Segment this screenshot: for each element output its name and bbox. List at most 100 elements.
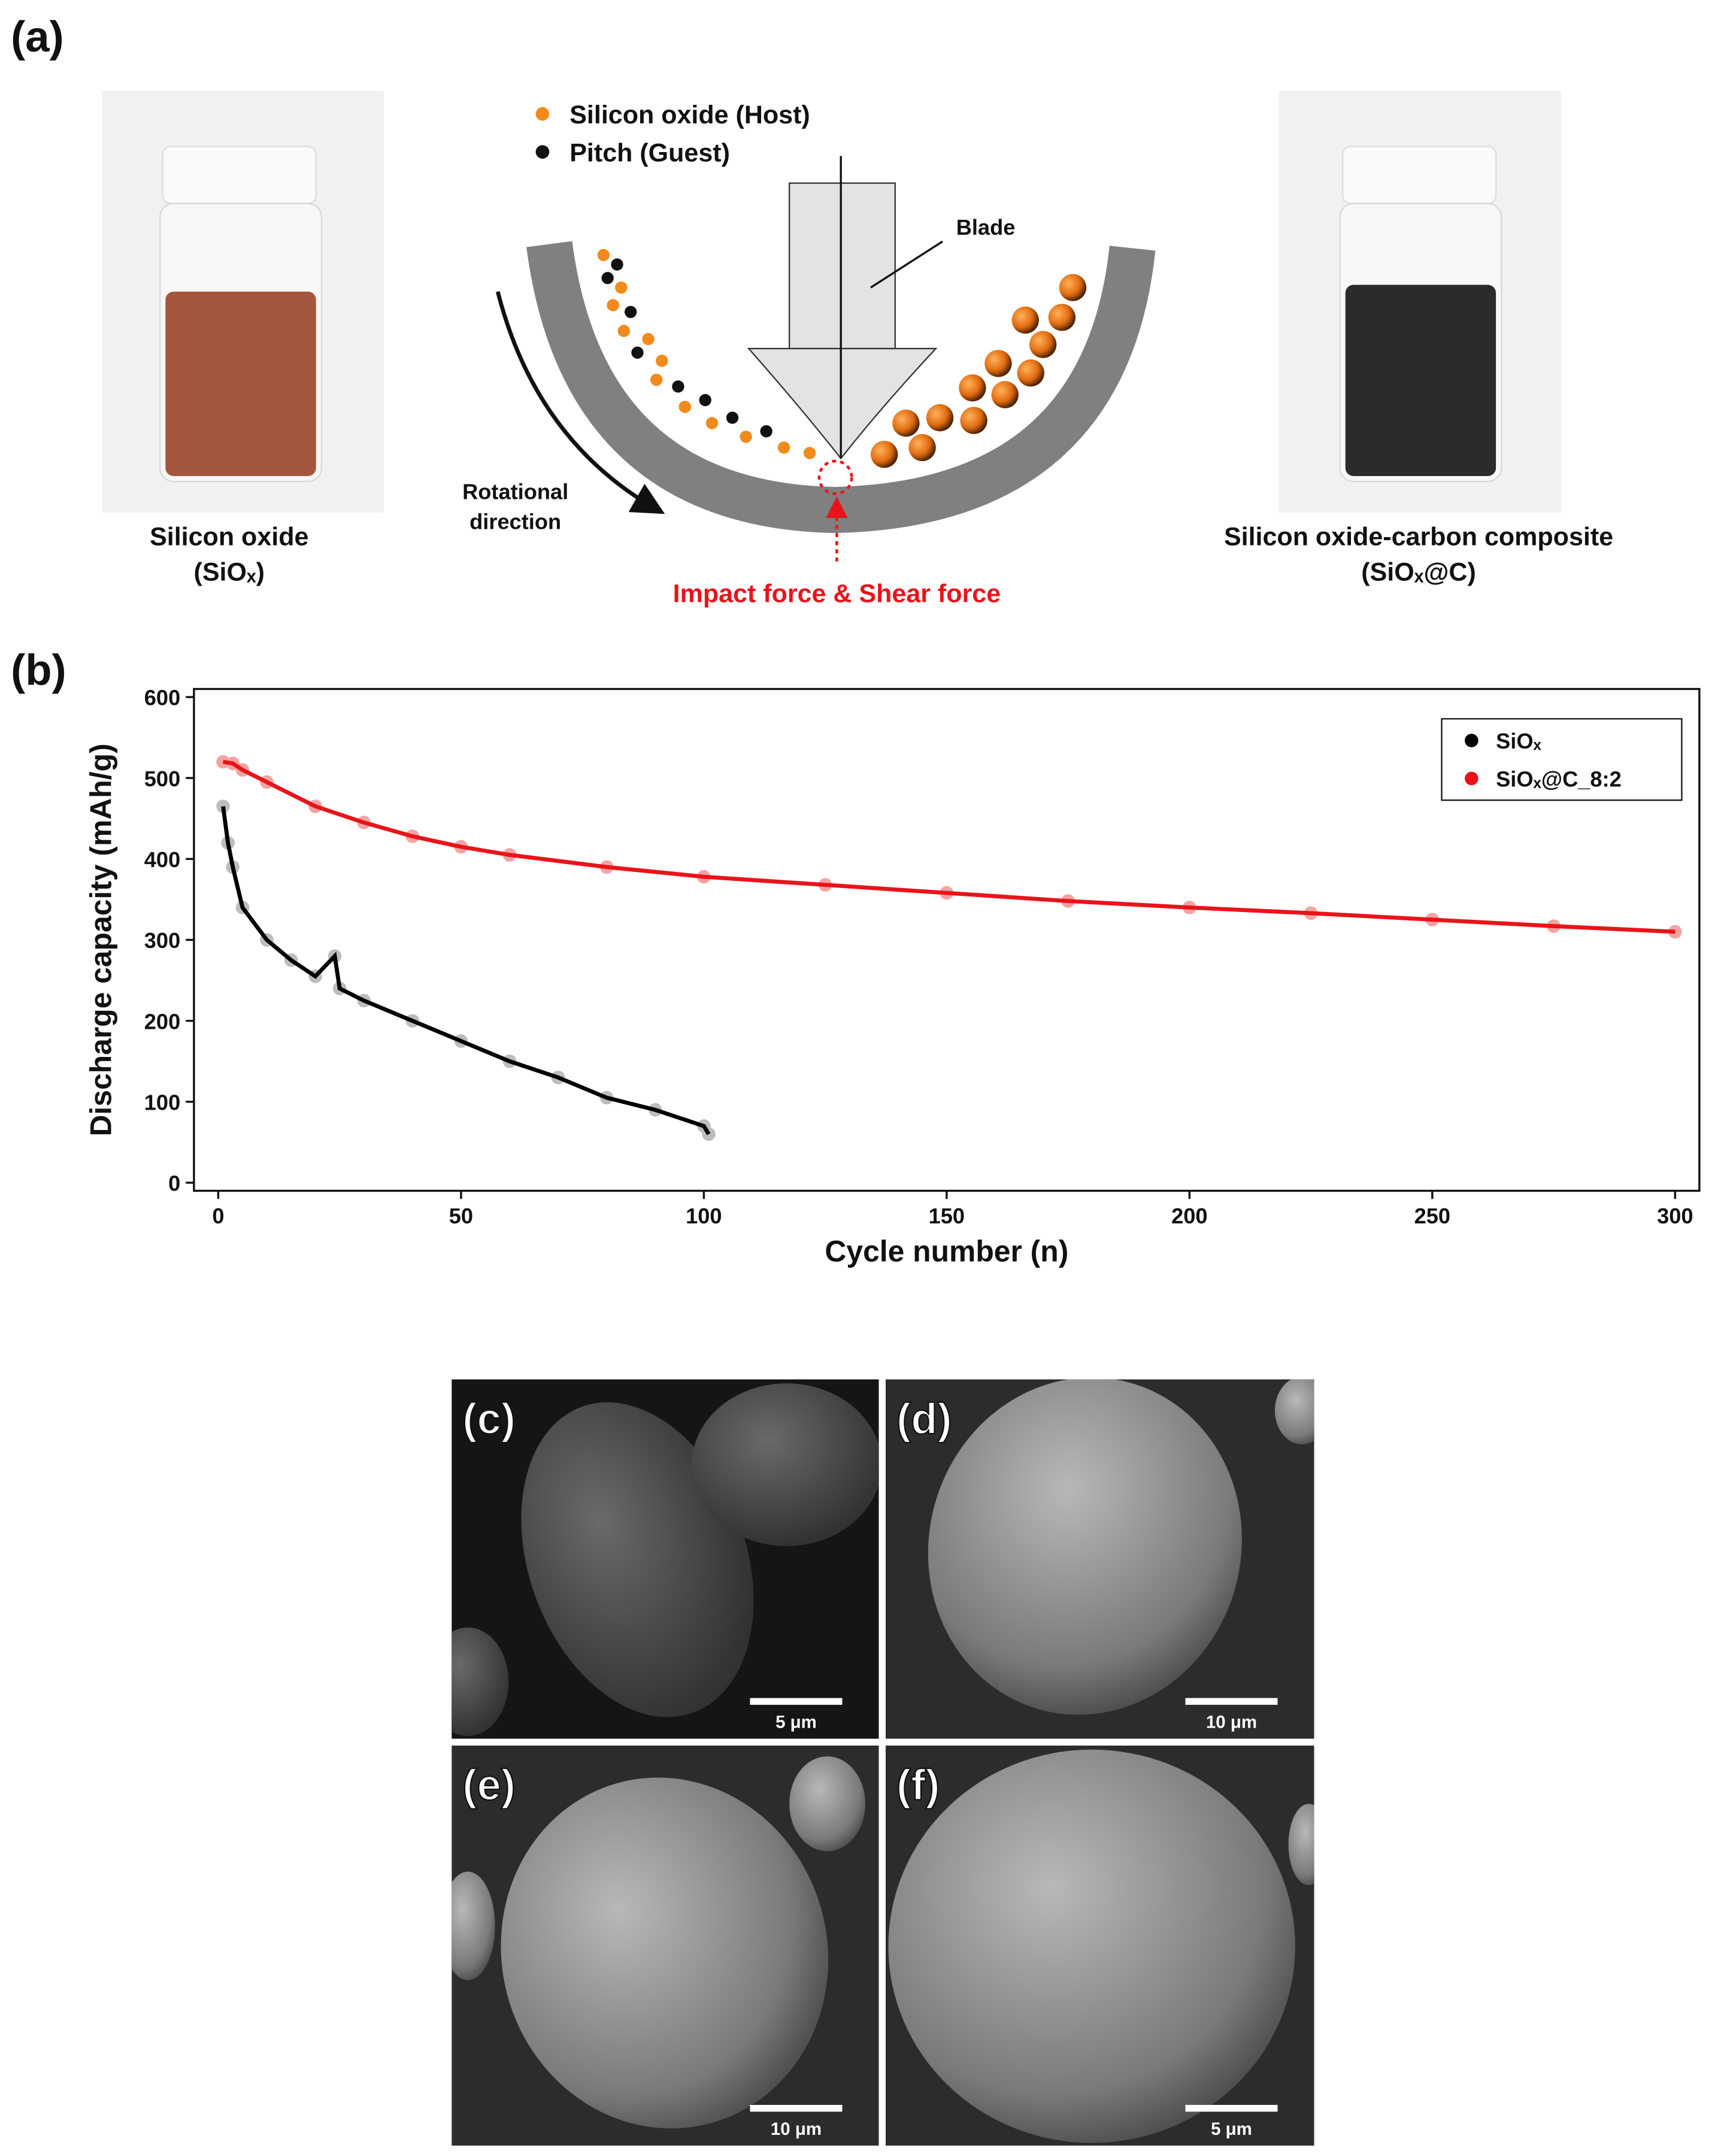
dot: [607, 299, 619, 311]
particle: [1274, 1379, 1314, 1445]
scale-bar-label: 5 μm: [1211, 2119, 1252, 2139]
sphere: [892, 409, 920, 437]
powder: [1345, 284, 1496, 476]
x-axis-label: Cycle number (n): [825, 1234, 1068, 1268]
panel-label: (e): [462, 1761, 516, 1809]
dot: [611, 258, 623, 271]
x-tick-label: 0: [212, 1204, 224, 1228]
dot: [656, 355, 668, 367]
rotation-arrow: [495, 291, 665, 514]
caption: Silicon oxide-carbon composite: [1224, 522, 1613, 551]
particle: [692, 1383, 879, 1546]
dot: [597, 249, 610, 261]
legend-box: [1441, 718, 1683, 801]
legend-dot: [535, 107, 550, 121]
dot: [678, 401, 691, 413]
y-tick-label: 400: [144, 847, 180, 872]
dot: [705, 417, 719, 429]
y-tick-label: 100: [144, 1090, 180, 1114]
blade-shaft: [789, 182, 896, 350]
vial-cap: [1342, 146, 1497, 204]
particle: [888, 1749, 1295, 2143]
sem-image: [452, 1379, 879, 1739]
x-tick-label: 150: [929, 1204, 965, 1228]
dot: [624, 305, 637, 319]
powder: [165, 291, 316, 476]
trend-line: [222, 759, 1676, 934]
dot: [642, 333, 655, 346]
y-tick-label: 300: [144, 928, 180, 953]
impact-zone: [817, 459, 853, 495]
rotation-label: direction: [469, 509, 561, 534]
vial-cap: [162, 146, 317, 204]
panel-label: (f): [896, 1761, 940, 1809]
chart: 0 50 100 150 200 250 300 0 100 200 300 400 500 600 Cyc…: [84, 686, 1701, 1268]
right-photo: [1278, 90, 1561, 513]
particle: [501, 1777, 829, 2129]
sphere: [871, 441, 898, 468]
dot: [650, 373, 663, 386]
particle: [928, 1379, 1242, 1715]
dot: [617, 325, 631, 337]
sem-image: [452, 1745, 879, 2146]
scale-bar: [750, 2105, 843, 2112]
caption: (SiOₓ): [194, 558, 265, 586]
dot: [615, 281, 628, 294]
small-particles: [597, 249, 816, 459]
trend-line: [221, 806, 711, 1135]
scale-bar-label: 10 μm: [1206, 1712, 1257, 1732]
blade-label: Blade: [956, 215, 1016, 240]
y-axis-label: Discharge capacity (mAh/g): [84, 743, 118, 1136]
sphere: [1017, 359, 1044, 387]
scale-bar: [1185, 1698, 1278, 1705]
y-tick-label: 0: [168, 1171, 180, 1196]
y-tick-label: 600: [144, 686, 180, 710]
sphere: [960, 407, 987, 434]
dot: [740, 431, 752, 443]
particle: [1288, 1804, 1314, 1886]
x-tick-label: 50: [449, 1204, 473, 1228]
panel-label: (d): [896, 1395, 952, 1443]
dot: [726, 411, 739, 424]
sphere: [1029, 331, 1057, 358]
x-tick-label: 250: [1414, 1204, 1450, 1228]
legend-marker: [1465, 734, 1479, 747]
x-tick-label: 300: [1657, 1204, 1693, 1228]
scale-bar: [1185, 2105, 1278, 2112]
scale-bar-label: 5 μm: [775, 1712, 817, 1732]
panel-label: (a): [11, 13, 64, 61]
panel-label: (b): [11, 646, 66, 695]
force-label: Impact force & Shear force: [673, 580, 1001, 608]
dot: [760, 425, 772, 438]
sphere: [1059, 274, 1087, 301]
x-tick-label: 200: [1171, 1204, 1207, 1228]
panel-label: (c): [462, 1395, 516, 1443]
caption: (SiOₓ@C): [1361, 558, 1476, 586]
legend-label: Pitch (Guest): [569, 139, 730, 168]
sphere: [984, 350, 1012, 377]
legend-dot: [535, 145, 550, 159]
scale-bar: [750, 1698, 843, 1705]
sem-image: [885, 1745, 1314, 2146]
blade-head: [747, 347, 938, 460]
rotation-label: Rotational: [462, 479, 568, 504]
legend-label: SiOₓ: [1496, 729, 1541, 753]
x-tick-label: 100: [686, 1204, 722, 1228]
particle: [452, 1871, 495, 1980]
sem-image: [885, 1379, 1314, 1739]
dot: [699, 393, 711, 407]
sphere: [926, 404, 954, 432]
left-photo: [101, 90, 384, 513]
dot: [777, 441, 790, 454]
particle: [452, 1627, 509, 1736]
leader: [870, 240, 943, 289]
sphere: [1011, 306, 1039, 334]
sphere: [908, 434, 936, 462]
scale-bar-label: 10 μm: [771, 2119, 822, 2139]
particle: [789, 1756, 865, 1852]
legend-marker: [1465, 771, 1479, 786]
sphere: [1048, 304, 1076, 331]
